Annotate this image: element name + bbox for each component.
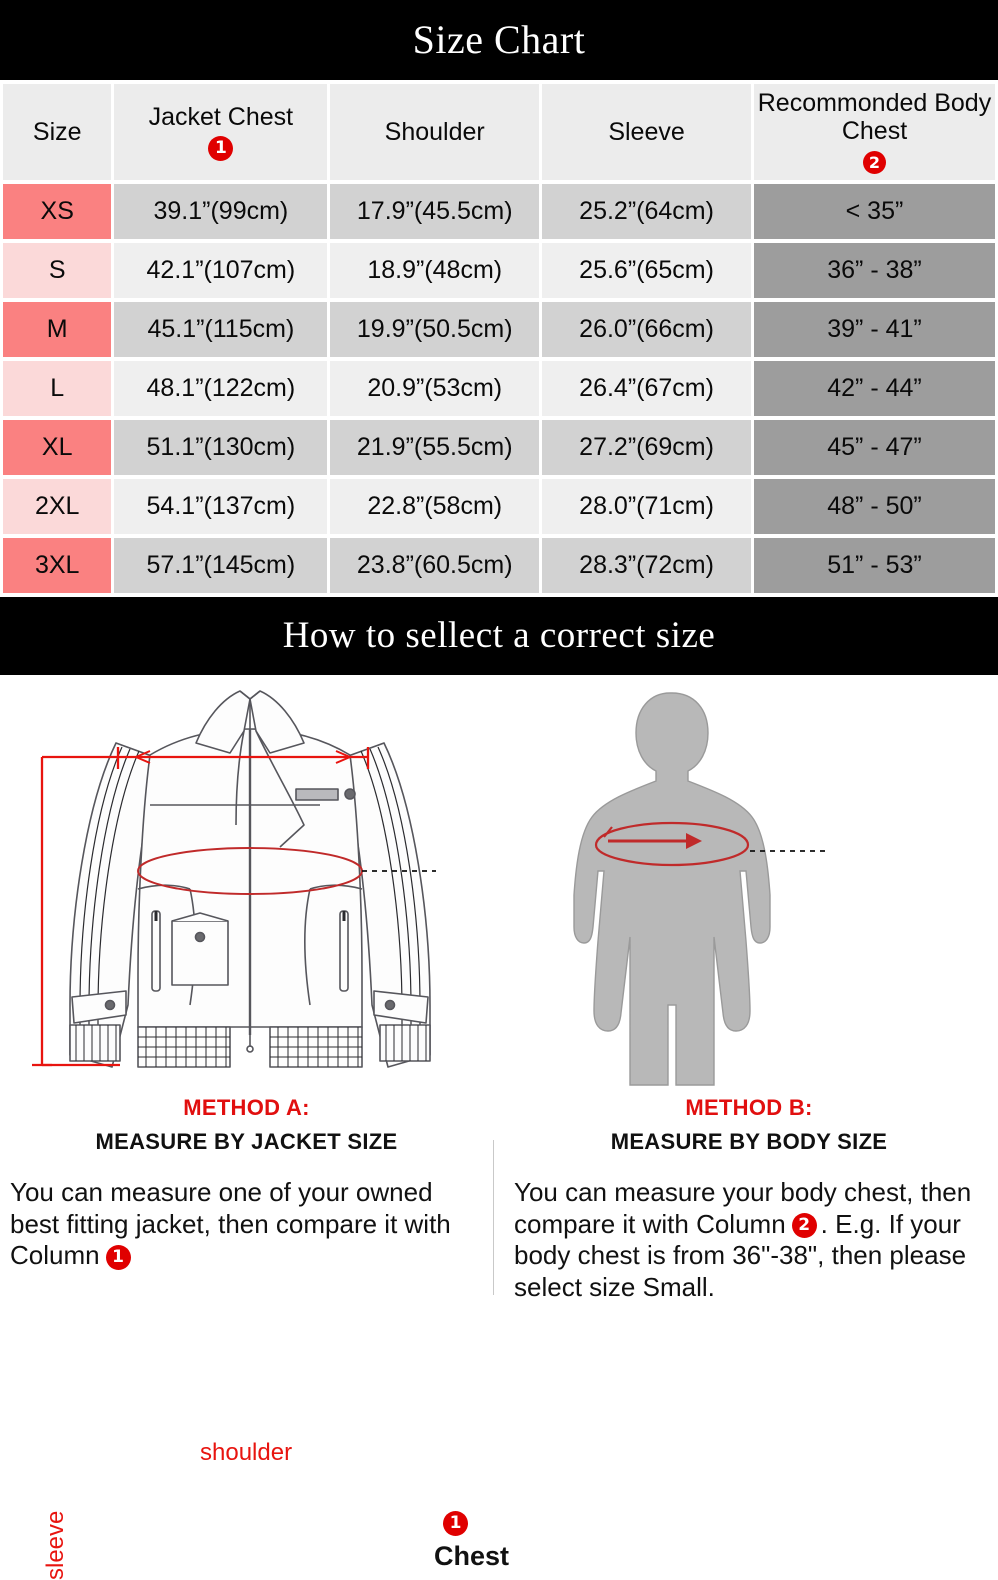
cell-body-chest: < 35”	[753, 184, 995, 239]
cell-body-chest: 39” - 41”	[753, 302, 995, 357]
cell-shoulder: 17.9”(45.5cm)	[330, 184, 540, 239]
cell-body-chest: 45” - 47”	[753, 420, 995, 475]
cell-size: XL	[3, 420, 112, 475]
column-header-jacket-chest: Jacket Chest 1	[114, 84, 328, 180]
cell-body-chest: 36” - 38”	[753, 243, 995, 298]
cell-sleeve: 25.2”(64cm)	[542, 184, 751, 239]
method-b-title: METHOD B:	[685, 1095, 813, 1120]
jacket-diagram-panel: shoulder Chest 1	[0, 675, 509, 1571]
illustration-area: shoulder Chest 1 Chest	[0, 675, 998, 1580]
size-chart-table: Size Jacket Chest 1 Shoulder Sleeve Reco…	[0, 80, 998, 597]
method-b-block: METHOD B: MEASURE BY BODY SIZE You can m…	[500, 1095, 998, 1304]
cell-jacket-chest: 42.1”(107cm)	[114, 243, 328, 298]
method-a-subtitle: MEASURE BY JACKET SIZE	[95, 1129, 398, 1154]
column-header-sleeve-label: Sleeve	[608, 118, 685, 146]
cell-jacket-chest: 54.1”(137cm)	[114, 479, 328, 534]
column-header-recommended-body-chest-label: Recommonded Body Chest	[757, 89, 992, 145]
badge-one-icon: 1	[443, 1511, 468, 1536]
cell-body-chest: 48” - 50”	[753, 479, 995, 534]
methods-divider	[493, 1140, 494, 1295]
column-header-shoulder-label: Shoulder	[384, 118, 485, 146]
table-row: S 42.1”(107cm) 18.9”(48cm) 25.6”(65cm) 36” -…	[3, 243, 995, 298]
badge-two-icon: 2	[862, 150, 886, 174]
table-body: XS 39.1”(99cm) 17.9”(45.5cm) 25.2”(64cm) < 3…	[3, 184, 995, 593]
sleeve-label: sleeve	[42, 1510, 69, 1580]
cell-shoulder: 23.8”(60.5cm)	[330, 538, 540, 593]
badge-one-icon: 1	[208, 135, 234, 161]
jacket-chest-label: Chest	[434, 1541, 510, 1571]
body-chest-measure-arrow	[594, 821, 750, 867]
shoulder-label: shoulder	[200, 1439, 293, 1466]
cell-size: XS	[3, 184, 112, 239]
cell-shoulder: 22.8”(58cm)	[330, 479, 540, 534]
table-row: XS 39.1”(99cm) 17.9”(45.5cm) 25.2”(64cm) < 3…	[3, 184, 995, 239]
method-b-body-text-1: You can measure your body chest, then co…	[514, 1177, 972, 1239]
cell-sleeve: 26.0”(66cm)	[542, 302, 751, 357]
cell-body-chest: 51” - 53”	[753, 538, 995, 593]
method-a-body-text: You can measure one of your owned best f…	[10, 1177, 451, 1271]
cell-sleeve: 28.3”(72cm)	[542, 538, 751, 593]
cell-size: S	[3, 243, 112, 298]
methods-area: METHOD A: MEASURE BY JACKET SIZE You can…	[0, 1095, 998, 1302]
method-b-body: You can measure your body chest, then co…	[500, 1177, 998, 1304]
cell-shoulder: 21.9”(55.5cm)	[330, 420, 540, 475]
table-row: M 45.1”(115cm) 19.9”(50.5cm) 26.0”(66cm) 39”…	[3, 302, 995, 357]
cell-jacket-chest: 45.1”(115cm)	[114, 302, 328, 357]
how-to-select-banner: How to sellect a correct size	[0, 597, 998, 675]
cell-shoulder: 20.9”(53cm)	[330, 361, 540, 416]
table-header-row: Size Jacket Chest 1 Shoulder Sleeve Reco…	[3, 84, 995, 180]
column-header-shoulder: Shoulder	[330, 84, 540, 180]
column-header-sleeve: Sleeve	[542, 84, 751, 180]
badge-two-icon: 2	[791, 1213, 817, 1239]
cell-sleeve: 25.6”(65cm)	[542, 243, 751, 298]
table-row: L 48.1”(122cm) 20.9”(53cm) 26.4”(67cm) 42” -…	[3, 361, 995, 416]
sleeve-measure-line	[32, 755, 120, 1067]
cell-size: L	[3, 361, 112, 416]
jacket-chest-badge-wrap: 1	[443, 1511, 468, 1536]
cell-shoulder: 18.9”(48cm)	[330, 243, 540, 298]
cell-jacket-chest: 51.1”(130cm)	[114, 420, 328, 475]
cell-size: M	[3, 302, 112, 357]
method-a-body: You can measure one of your owned best f…	[0, 1177, 493, 1272]
column-badge-wrap: 2	[754, 147, 995, 175]
method-b-subtitle: MEASURE BY BODY SIZE	[610, 1129, 888, 1154]
column-badge-wrap: 1	[114, 133, 327, 161]
method-b-body-text-2: E.g. If your body chest is from 36"-38",…	[514, 1208, 967, 1303]
table-row: 3XL 57.1”(145cm) 23.8”(60.5cm) 28.3”(72cm) 5…	[3, 538, 995, 593]
method-a-title: METHOD A:	[183, 1095, 310, 1120]
cell-size: 3XL	[3, 538, 112, 593]
cell-jacket-chest: 48.1”(122cm)	[114, 361, 328, 416]
body-chest-arrow-head	[686, 833, 702, 849]
cell-sleeve: 27.2”(69cm)	[542, 420, 751, 475]
column-header-size: Size	[3, 84, 112, 180]
column-header-size-label: Size	[32, 118, 82, 146]
body-diagram-panel: Chest 2	[500, 675, 998, 1095]
table-row: 2XL 54.1”(137cm) 22.8”(58cm) 28.0”(71cm) 48”…	[3, 479, 995, 534]
badge-one-icon: 1	[105, 1245, 131, 1271]
column-header-jacket-chest-label: Jacket Chest	[148, 103, 294, 131]
how-to-title: How to sellect a correct size	[282, 615, 716, 656]
jacket-illustration-svg	[32, 690, 436, 1068]
column-header-recommended-body-chest: Recommonded Body Chest 2	[753, 84, 995, 180]
table-row: XL 51.1”(130cm) 21.9”(55.5cm) 27.2”(69cm) 45…	[3, 420, 995, 475]
cell-body-chest: 42” - 44”	[753, 361, 995, 416]
method-b-period: .	[820, 1208, 828, 1239]
size-chart-title-banner: Size Chart	[0, 0, 998, 80]
cell-sleeve: 26.4”(67cm)	[542, 361, 751, 416]
cell-shoulder: 19.9”(50.5cm)	[330, 302, 540, 357]
cell-jacket-chest: 57.1”(145cm)	[114, 538, 328, 593]
cell-size: 2XL	[3, 479, 112, 534]
cell-sleeve: 28.0”(71cm)	[542, 479, 751, 534]
cell-jacket-chest: 39.1”(99cm)	[114, 184, 328, 239]
method-a-block: METHOD A: MEASURE BY JACKET SIZE You can…	[0, 1095, 493, 1272]
body-illustration-svg	[573, 692, 830, 1086]
page-title: Size Chart	[412, 17, 586, 62]
